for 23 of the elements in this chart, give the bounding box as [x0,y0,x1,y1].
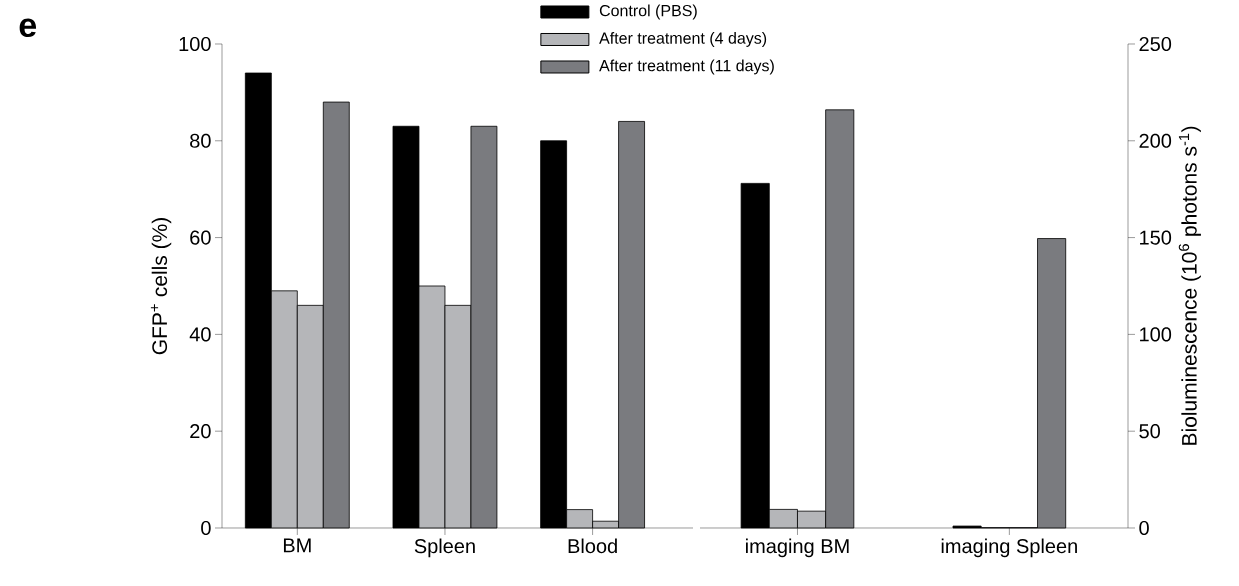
y-tick-label: 60 [190,230,211,245]
legend-label: After treatment (4 days) [599,32,767,47]
x-tick-label: imaging Spleen [941,538,1077,558]
y-tick-label: 20 [190,424,211,439]
legend-label: Control (PBS) [599,4,697,20]
x-tick-label: imaging BM [746,538,849,558]
text: e [19,18,37,38]
y-tick-label: 0 [201,520,211,536]
y2-axis-title: Bioluminescence (10$^{6}$ photons s$^{-1}$) [1178,126,1201,445]
y2-tick-label: 50 [1139,424,1160,439]
y2-tick-label: 200 [1139,133,1172,148]
y2-tick-label: 150 [1140,230,1172,245]
y2-tick-label: 250 [1139,36,1172,52]
x-tick-label: Blood [568,538,617,554]
x-tick-label: Spleen [414,538,475,558]
y-tick-label: 80 [190,133,211,148]
y-axis-title: GFP$^{+}$ cells (%) [150,218,172,355]
y-tick-label: 40 [189,327,211,342]
y2-tick-label: 100 [1140,327,1172,342]
y-tick-label: 100 [179,36,211,52]
x-tick-label: BM [283,538,311,553]
y2-tick-label: 0 [1139,520,1149,536]
legend-label: After treatment (11 days) [599,59,774,75]
